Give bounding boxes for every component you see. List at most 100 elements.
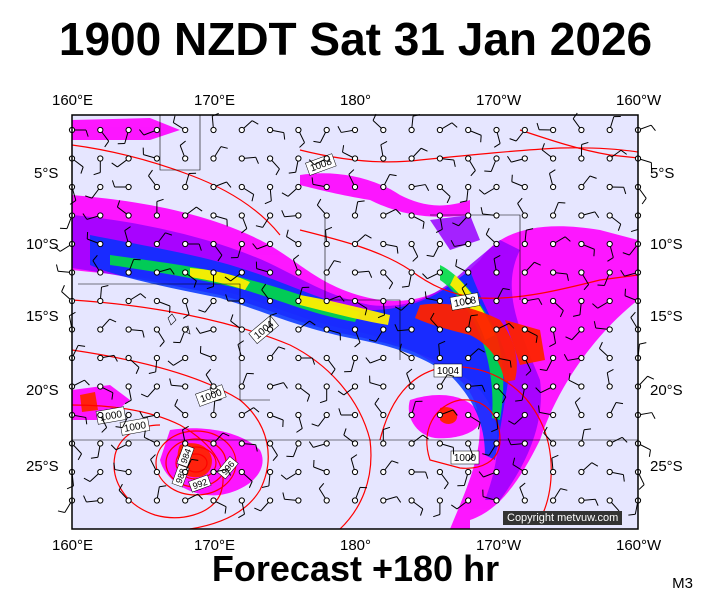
wind-barb-feather xyxy=(368,339,377,342)
wind-barb-feather xyxy=(594,499,599,506)
wind-barb-feather xyxy=(281,192,289,197)
wind-barb-station xyxy=(436,383,443,390)
wind-barb-station xyxy=(521,497,528,504)
wind-barb-station xyxy=(97,155,104,162)
wind-barb-station xyxy=(125,297,132,305)
wind-barb-feather xyxy=(607,368,614,374)
wind-barb-station xyxy=(295,468,302,476)
wind-barb-feather xyxy=(115,426,123,429)
wind-barb-feather xyxy=(647,375,655,380)
wind-barb-station xyxy=(521,183,528,191)
wind-barb-station xyxy=(125,326,132,333)
axis-bottom-160w: 160°W xyxy=(616,537,662,554)
wind-barb-feather xyxy=(536,122,540,130)
wind-barb-station xyxy=(408,297,415,305)
wind-barb-station xyxy=(210,354,217,362)
wind-barb-feather xyxy=(641,198,647,205)
wind-barb-feather xyxy=(214,398,222,402)
wind-barb-feather xyxy=(615,402,624,405)
wind-barb-feather xyxy=(622,474,625,482)
wind-barb-station xyxy=(408,440,415,447)
wind-barb-station xyxy=(465,411,472,419)
wind-barb-feather xyxy=(368,271,373,278)
wind-barb-feather xyxy=(140,393,148,398)
wind-barb-station xyxy=(408,354,415,362)
wind-barb-feather xyxy=(394,324,399,331)
wind-barb-station xyxy=(408,155,415,162)
wind-barb-station xyxy=(125,497,132,504)
wind-barb-station xyxy=(267,126,274,134)
wind-barb-feather xyxy=(110,444,117,451)
wind-barb-station xyxy=(380,269,387,276)
axis-top-160w: 160°W xyxy=(616,92,662,109)
wind-barb-station xyxy=(380,440,387,447)
wind-barb-station xyxy=(578,240,585,248)
wind-barb-feather xyxy=(159,341,165,348)
wind-barb-feather xyxy=(541,143,545,151)
wind-barb-feather xyxy=(420,147,428,152)
wind-barb-feather xyxy=(538,405,540,413)
wind-barb-feather xyxy=(167,360,174,366)
wind-barb-station xyxy=(493,326,500,333)
wind-barb-station xyxy=(267,240,274,248)
wind-barb-feather xyxy=(264,200,272,205)
wind-barb-feather xyxy=(584,428,592,431)
wind-barb-feather xyxy=(85,129,89,137)
wind-barb-feather xyxy=(459,200,467,203)
wind-barb-station xyxy=(606,383,613,390)
wind-barb-station xyxy=(465,326,472,333)
wind-barb-station xyxy=(295,240,302,248)
wind-barb-feather xyxy=(433,514,441,518)
wind-barb-station xyxy=(578,354,585,362)
wind-barb-feather xyxy=(278,346,286,350)
wind-barb-station xyxy=(323,297,330,305)
wind-barb-station xyxy=(351,440,359,447)
wind-barb-feather xyxy=(325,226,333,231)
wind-barb-feather xyxy=(451,122,458,128)
wind-barb-station xyxy=(436,155,443,162)
wind-barb-station xyxy=(578,411,585,419)
wind-barb-station xyxy=(182,155,189,162)
wind-barb-feather xyxy=(281,210,285,217)
wind-barb-feather xyxy=(113,355,118,362)
wind-barb-station xyxy=(125,354,132,362)
wind-barb-station xyxy=(380,240,387,248)
wind-barb-feather xyxy=(251,120,259,125)
wind-barb-station xyxy=(380,212,387,219)
wind-barb-feather xyxy=(443,482,449,490)
svg-text:1004: 1004 xyxy=(437,366,460,377)
wind-barb-feather xyxy=(311,423,319,427)
wind-barb-station xyxy=(493,354,500,362)
wind-barb-station xyxy=(153,326,160,333)
wind-barb-feather xyxy=(254,507,261,512)
wind-barb-station xyxy=(97,269,104,276)
wind-barb-feather xyxy=(77,453,82,461)
wind-barb-feather xyxy=(422,221,425,229)
wind-barb-feather xyxy=(424,184,430,191)
wind-barb-station xyxy=(578,183,585,191)
wind-barb-feather xyxy=(525,370,532,376)
wind-barb-feather xyxy=(549,169,556,174)
wind-barb-feather xyxy=(350,454,358,459)
wind-barb-feather xyxy=(337,390,345,396)
wind-barb-station xyxy=(578,297,585,305)
wind-barb-station xyxy=(182,411,189,419)
wind-barb-station xyxy=(521,269,528,276)
wind-barb-feather xyxy=(282,492,285,500)
wind-barb-station xyxy=(295,326,302,333)
wind-barb-station xyxy=(408,383,415,390)
wind-barb-feather xyxy=(648,449,651,457)
wind-barb-feather xyxy=(620,149,627,155)
wind-barb-station xyxy=(210,212,217,219)
wind-barb-feather xyxy=(374,397,380,405)
wind-barb-feather xyxy=(308,159,315,165)
wind-barb-station xyxy=(97,240,104,248)
wind-barb-feather xyxy=(241,228,248,234)
wind-barb-feather xyxy=(461,283,468,289)
wind-barb-station xyxy=(493,497,500,504)
wind-barb-station xyxy=(521,155,528,162)
wind-barb-feather xyxy=(564,236,571,242)
wind-barb-feather xyxy=(92,254,98,261)
wind-barb-feather xyxy=(572,314,581,317)
wind-barb-feather xyxy=(272,455,278,462)
